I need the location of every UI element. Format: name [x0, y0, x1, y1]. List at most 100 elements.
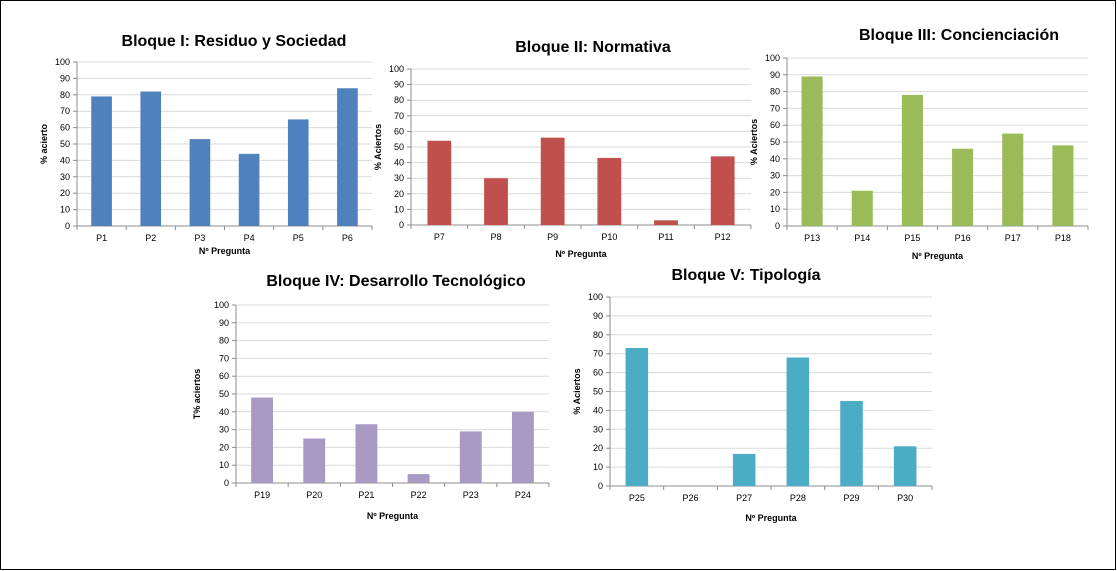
- y-tick-label: 30: [770, 171, 780, 181]
- chart-svg: Bloque I: Residuo y Sociedad 0 10 20 30 40 50 6…: [39, 33, 373, 256]
- y-tick-label: 90: [394, 80, 404, 90]
- x-tick-label: P8: [490, 232, 501, 242]
- y-tick-label: 60: [219, 371, 229, 381]
- y-tick-label: 0: [598, 481, 603, 491]
- y-tick-label: 70: [593, 349, 603, 359]
- x-axis-label: Nº Pregunta: [199, 246, 251, 256]
- bar: [786, 357, 810, 486]
- x-tick-label: P27: [736, 493, 752, 503]
- y-tick-label: 0: [224, 478, 229, 488]
- x-tick-label: P29: [843, 493, 859, 503]
- x-tick-label: P1: [96, 233, 107, 243]
- y-tick-label: 100: [588, 292, 603, 302]
- x-axis-label: Nº Pregunta: [555, 249, 607, 259]
- y-tick-label: 100: [389, 64, 404, 74]
- bar: [91, 96, 112, 226]
- y-tick-label: 90: [219, 318, 229, 328]
- bar: [1002, 133, 1024, 226]
- y-tick-label: 0: [399, 220, 404, 230]
- y-tick-label: 20: [60, 188, 70, 198]
- y-tick-label: 70: [394, 111, 404, 121]
- y-tick-label: 60: [394, 126, 404, 136]
- chart-title: Bloque IV: Desarrollo Tecnológico: [266, 273, 526, 290]
- x-tick-label: P30: [897, 493, 913, 503]
- x-tick-label: P9: [547, 232, 558, 242]
- y-tick-label: 20: [219, 442, 229, 452]
- bar: [893, 446, 917, 486]
- x-axis-label: Nº Pregunta: [367, 511, 419, 521]
- bar: [355, 424, 378, 483]
- chart-svg: Bloque IV: Desarrollo Tecnológico 0 10 20 30…: [192, 273, 550, 521]
- y-tick-label: 80: [770, 87, 780, 97]
- x-tick-label: P13: [804, 233, 820, 243]
- y-axis-label: % Aciertos: [572, 368, 582, 414]
- y-tick-label: 0: [65, 221, 70, 231]
- y-tick-label: 50: [60, 139, 70, 149]
- y-tick-label: 70: [219, 353, 229, 363]
- y-tick-label: 40: [60, 155, 70, 165]
- y-tick-label: 60: [60, 123, 70, 133]
- y-tick-label: 80: [394, 95, 404, 105]
- y-tick-label: 90: [593, 311, 603, 321]
- x-tick-label: P25: [629, 493, 645, 503]
- x-tick-label: P7: [434, 232, 445, 242]
- x-tick-label: P28: [790, 493, 806, 503]
- bar: [710, 156, 735, 225]
- x-tick-label: P21: [358, 490, 374, 500]
- y-tick-label: 40: [770, 154, 780, 164]
- y-tick-label: 90: [60, 73, 70, 83]
- bar: [287, 119, 309, 226]
- x-tick-label: P2: [145, 233, 156, 243]
- chart-svg: Bloque III: Concienciación 0 10 20 30 40 50 60 7…: [749, 27, 1089, 261]
- bar: [337, 88, 358, 226]
- y-tick-label: 20: [593, 443, 603, 453]
- x-tick-label: P11: [658, 232, 673, 242]
- x-tick-label: P17: [1005, 233, 1021, 243]
- y-tick-label: 20: [770, 187, 780, 197]
- y-axis-label: % Aciertos: [749, 119, 759, 165]
- bar: [654, 220, 678, 225]
- y-tick-label: 50: [770, 137, 780, 147]
- x-tick-label: P15: [904, 233, 920, 243]
- bar: [459, 431, 482, 483]
- chart-title: Bloque III: Concienciación: [859, 27, 1059, 44]
- chart-bloque-1: Bloque I: Residuo y Sociedad 0 10 20 30 40 50 6…: [21, 29, 376, 269]
- chart-title: Bloque II: Normativa: [515, 39, 671, 56]
- y-tick-label: 10: [770, 204, 780, 214]
- x-axis-label: Nº Pregunta: [745, 513, 797, 523]
- bar: [952, 148, 974, 226]
- chart-bloque-5: Bloque V: Tipología 0 10 20 30 40 50 60 70 80 90 10…: [561, 263, 941, 525]
- chart-bloque-3: Bloque III: Concienciación 0 10 20 30 40 50 60 7…: [731, 23, 1096, 265]
- y-tick-label: 90: [770, 70, 780, 80]
- bar: [484, 178, 508, 225]
- x-tick-label: P18: [1055, 233, 1071, 243]
- y-tick-label: 40: [593, 405, 603, 415]
- y-tick-label: 10: [219, 460, 229, 470]
- bar: [801, 76, 823, 226]
- bar: [597, 157, 622, 225]
- y-tick-label: 20: [394, 189, 404, 199]
- y-tick-label: 40: [219, 407, 229, 417]
- chart-svg: Bloque V: Tipología 0 10 20 30 40 50 60 70 80 90 10…: [572, 267, 933, 523]
- y-tick-label: 100: [214, 300, 229, 310]
- bar: [303, 438, 326, 483]
- bar: [1052, 145, 1074, 226]
- bar: [840, 400, 863, 486]
- chart-bloque-4: Bloque IV: Desarrollo Tecnológico 0 10 20 30…: [186, 269, 561, 525]
- chart-bloque-2: Bloque II: Normativa 0 10 20 30 40 50 60 70 80 90 1…: [361, 35, 752, 267]
- bar: [625, 348, 649, 486]
- x-tick-label: P3: [194, 233, 205, 243]
- y-tick-label: 30: [394, 173, 404, 183]
- bar: [540, 137, 565, 225]
- y-tick-label: 10: [394, 204, 404, 214]
- x-tick-label: P6: [342, 233, 353, 243]
- y-axis-label: % Aciertos: [373, 124, 383, 170]
- x-tick-label: P20: [306, 490, 322, 500]
- y-axis-label: % acierto: [39, 123, 49, 164]
- y-tick-label: 100: [55, 57, 70, 67]
- bar: [407, 474, 430, 483]
- bar: [511, 411, 534, 483]
- y-tick-label: 50: [219, 389, 229, 399]
- x-tick-label: P10: [601, 232, 617, 242]
